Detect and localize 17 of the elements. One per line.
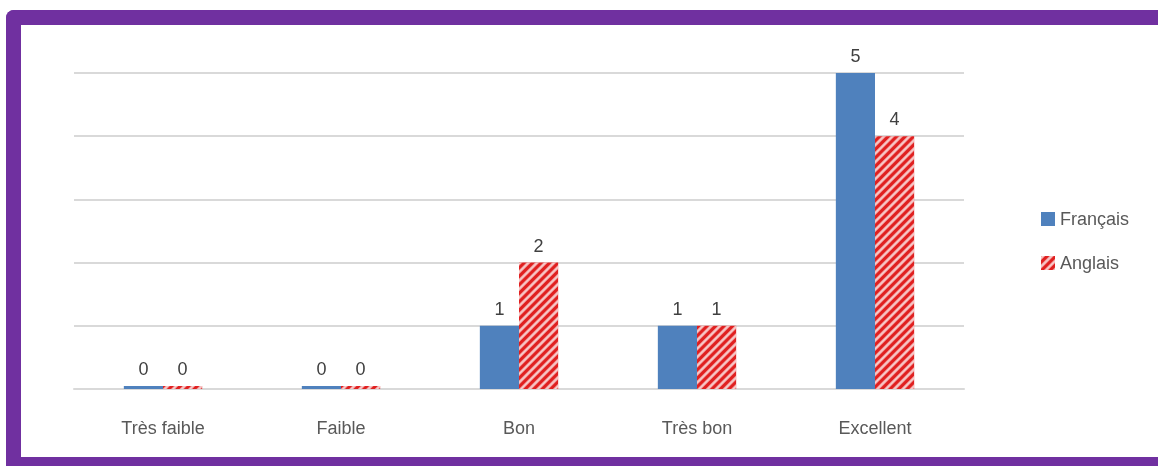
legend-label: Français <box>1060 209 1130 229</box>
data-label: 0 <box>138 359 149 379</box>
data-label: 2 <box>533 235 544 256</box>
data-label: 0 <box>177 359 188 379</box>
legend-label: Anglais <box>1060 253 1120 273</box>
x-tick-label: Faible <box>316 418 366 438</box>
data-label: 0 <box>355 359 366 379</box>
x-tick-label: Bon <box>502 418 536 438</box>
data-label: 4 <box>889 109 900 130</box>
data-label: 1 <box>494 298 505 319</box>
x-tick-label: Excellent <box>838 418 912 438</box>
x-tick-label: Très bon <box>661 418 733 438</box>
data-label: 1 <box>711 298 722 319</box>
x-tick-label: Très faible <box>121 418 205 438</box>
data-label: 5 <box>850 46 861 66</box>
data-label: 0 <box>316 359 327 379</box>
data-label: 1 <box>672 298 683 319</box>
